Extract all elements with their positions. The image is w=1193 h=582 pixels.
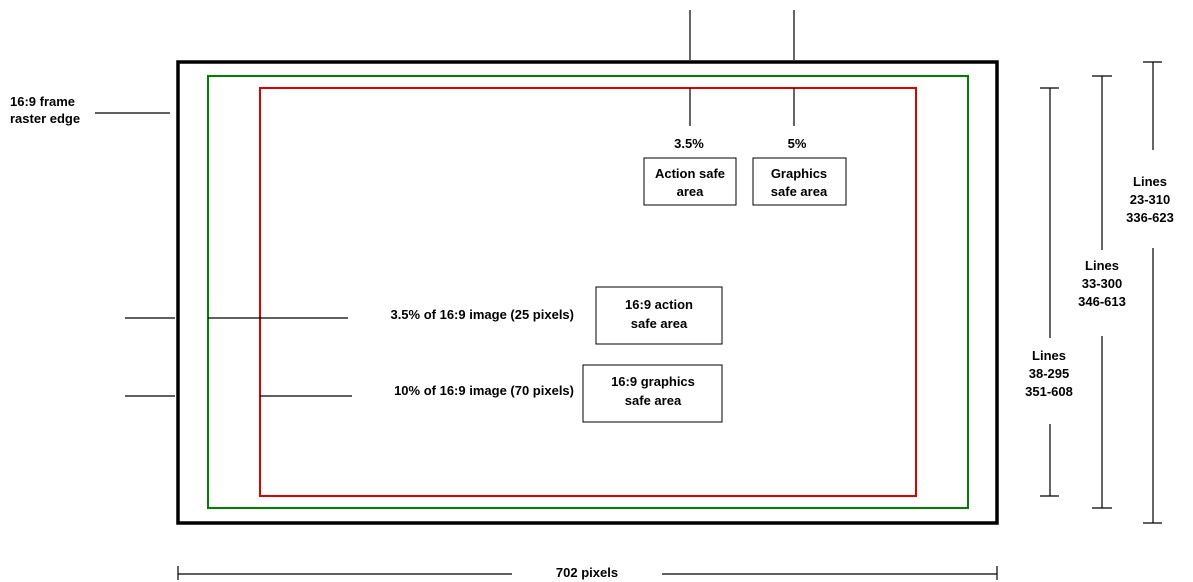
lines-outer-label: Lines <box>1133 174 1167 189</box>
lines-middle-label: Lines <box>1085 258 1119 273</box>
width-label: 702 pixels <box>556 565 618 580</box>
lines-inner-label-3: 351-608 <box>1025 384 1073 399</box>
graphics-safe-box-label-2: safe area <box>771 184 828 199</box>
graphics-measure-label: 10% of 16:9 image (70 pixels) <box>394 383 574 398</box>
action-safe-box-label: Action safe <box>655 166 725 181</box>
lines-inner-label-2: 38-295 <box>1029 366 1069 381</box>
graphics-169-box <box>582 364 723 423</box>
graphics-safe-box-label: Graphics <box>771 166 827 181</box>
graphics-169-box-label-2: safe area <box>625 393 682 408</box>
action-169-box-label: 16:9 action <box>625 297 693 312</box>
graphics-pct-label: 5% <box>788 136 807 151</box>
raster-edge-frame <box>176 60 999 525</box>
lines-outer-label-2: 23-310 <box>1130 192 1170 207</box>
graphics-safe-frame <box>259 87 917 497</box>
action-169-box <box>595 286 723 345</box>
action-safe-box-label-2: area <box>677 184 705 199</box>
action-safe-frame <box>207 75 969 509</box>
frame-edge-label: 16:9 frame <box>10 94 75 109</box>
action-169-box-label-2: safe area <box>631 316 688 331</box>
action-safe-box <box>643 157 737 206</box>
graphics-safe-box <box>752 157 847 206</box>
lines-middle-label-3: 346-613 <box>1078 294 1126 309</box>
action-measure-label: 3.5% of 16:9 image (25 pixels) <box>390 307 574 322</box>
frame-edge-label-2: raster edge <box>10 111 80 126</box>
lines-inner-label: Lines <box>1032 348 1066 363</box>
lines-outer-label-3: 336-623 <box>1126 210 1174 225</box>
action-pct-label: 3.5% <box>674 136 704 151</box>
graphics-169-box-label: 16:9 graphics <box>611 374 695 389</box>
lines-middle-label-2: 33-300 <box>1082 276 1122 291</box>
